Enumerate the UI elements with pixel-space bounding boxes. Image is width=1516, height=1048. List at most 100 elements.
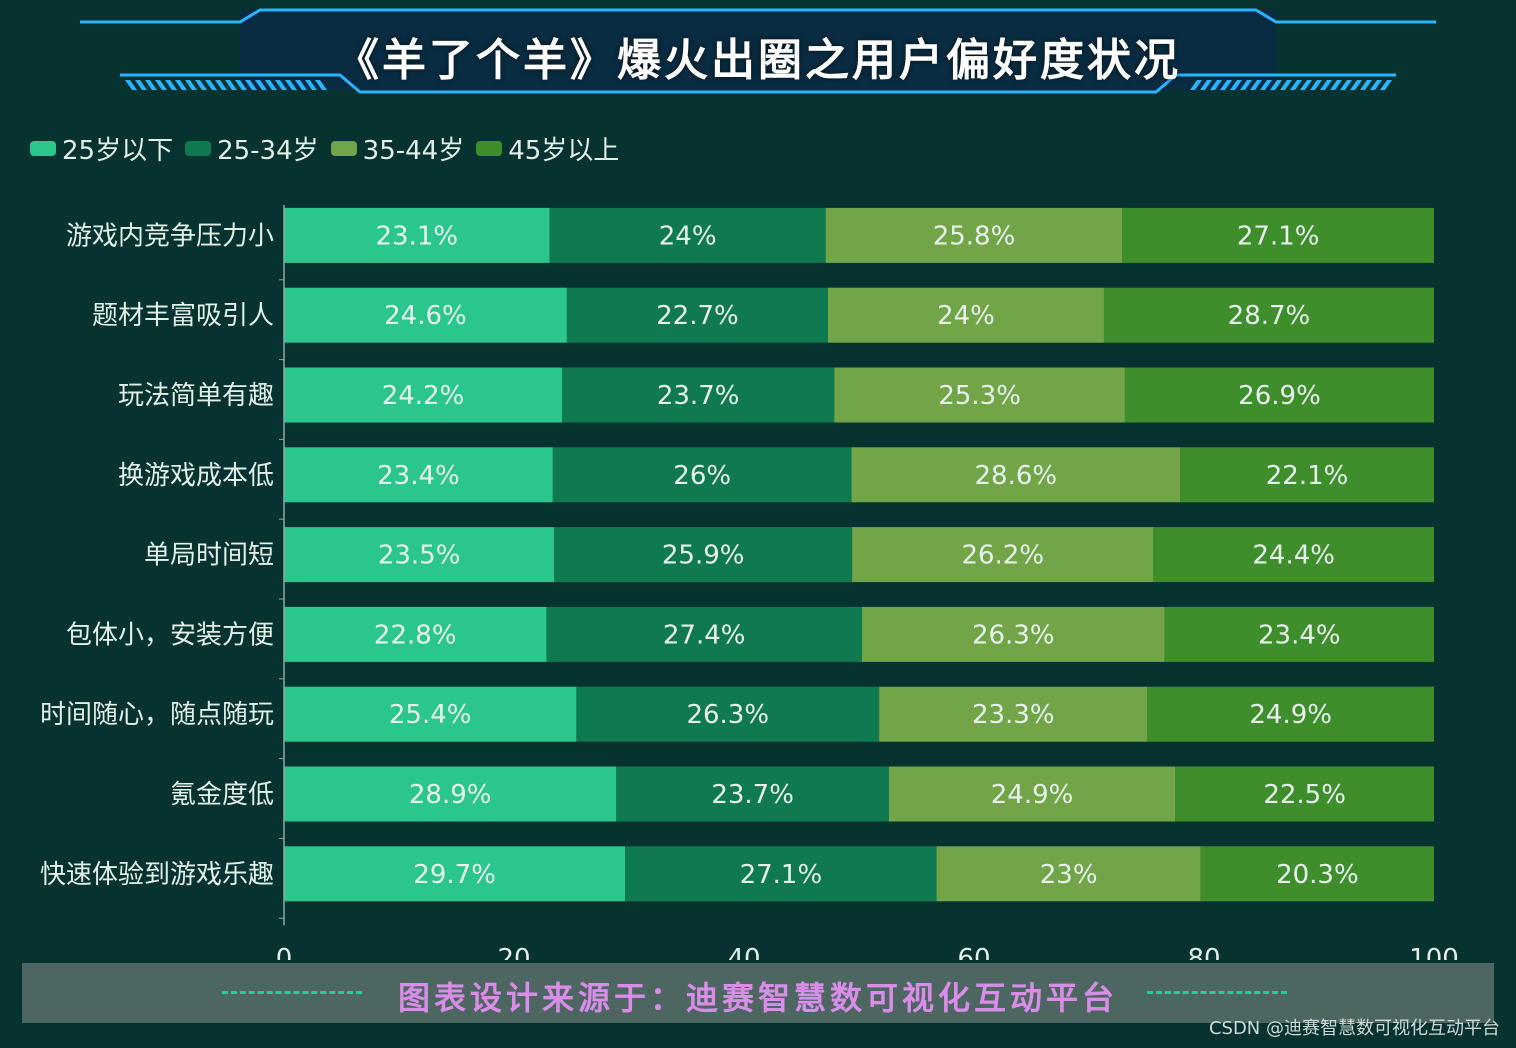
bar-segment[interactable] xyxy=(825,207,1123,263)
bar-segment[interactable] xyxy=(566,287,828,343)
bar-segment[interactable] xyxy=(554,527,853,583)
x-tick-label: 80 xyxy=(1187,944,1220,960)
bar-value-label: 24.9% xyxy=(991,780,1074,810)
bar-segment[interactable] xyxy=(1122,207,1434,263)
bar-value-label: 29.7% xyxy=(413,860,496,890)
header-stripe xyxy=(145,80,157,90)
header-stripe xyxy=(1190,80,1202,90)
header-decoration xyxy=(80,8,1436,94)
bar-value-label: 26.9% xyxy=(1238,381,1321,411)
bar-segment[interactable] xyxy=(284,287,567,343)
bar-segment[interactable] xyxy=(284,686,577,742)
bar-segment[interactable] xyxy=(284,527,555,583)
header-stripe xyxy=(1320,80,1332,90)
bar-value-label: 23% xyxy=(1040,860,1098,890)
category-label: 时间随心，随点随玩 xyxy=(40,700,274,730)
bar-segment[interactable] xyxy=(827,287,1104,343)
bar-segment[interactable] xyxy=(546,606,862,662)
legend-item[interactable]: 25岁以下 xyxy=(30,130,173,167)
header-stripe xyxy=(295,80,307,90)
bar-value-label: 23.7% xyxy=(711,780,794,810)
header-stripe xyxy=(1250,80,1262,90)
stacked-bar-chart: 23.1% 24% 25.8% 27.1% 游戏内竞争压力小 24.6% 22.7% 24% 2… xyxy=(40,205,1459,960)
header-stripe xyxy=(205,80,217,90)
header-stripe xyxy=(1350,80,1362,90)
bar-segment[interactable] xyxy=(576,686,880,742)
bar-value-label: 23.4% xyxy=(1258,620,1341,650)
header-stripe xyxy=(125,80,137,90)
bar-segment[interactable] xyxy=(1164,606,1434,662)
bar-segment[interactable] xyxy=(284,606,547,662)
bar-segment[interactable] xyxy=(284,447,553,503)
bar-value-label: 28.6% xyxy=(975,461,1058,491)
header-stripe xyxy=(1370,80,1382,90)
legend-label: 45岁以上 xyxy=(508,135,620,166)
bar-segment[interactable] xyxy=(625,846,937,902)
header-stripe xyxy=(1330,80,1342,90)
legend-swatch xyxy=(185,140,212,156)
bar-segment[interactable] xyxy=(1124,367,1434,423)
header-stripe xyxy=(1260,80,1272,90)
x-tick-label: 60 xyxy=(957,944,990,960)
bar-segment[interactable] xyxy=(284,846,626,902)
bar-segment[interactable] xyxy=(888,766,1176,822)
header-stripe xyxy=(165,80,177,90)
header-stripe xyxy=(195,80,207,90)
header-stripe xyxy=(275,80,287,90)
bar-segment[interactable] xyxy=(1153,527,1434,583)
header-stripe xyxy=(185,80,197,90)
bar-segment[interactable] xyxy=(562,367,835,423)
bar-segment[interactable] xyxy=(1147,686,1434,742)
bar-value-label: 24.4% xyxy=(1252,541,1335,571)
bar-value-label: 24% xyxy=(937,301,995,331)
bar-segment[interactable] xyxy=(284,367,563,423)
legend-swatch xyxy=(330,140,357,156)
footer-dash-left xyxy=(222,991,362,994)
chart-legend: 25岁以下 25-34岁 35-44岁 45岁以上 xyxy=(30,128,619,168)
bar-segment[interactable] xyxy=(851,447,1181,503)
bar-segment[interactable] xyxy=(549,207,826,263)
bar-value-label: 27.1% xyxy=(1237,221,1320,251)
bar-segment[interactable] xyxy=(1180,447,1434,503)
bar-segment[interactable] xyxy=(1103,287,1434,343)
header-stripe xyxy=(305,80,317,90)
legend-item[interactable]: 45岁以上 xyxy=(476,130,619,167)
bar-value-label: 25.8% xyxy=(933,221,1016,251)
bar-segment[interactable] xyxy=(861,606,1165,662)
header-stripe xyxy=(1270,80,1282,90)
legend-label: 25-34岁 xyxy=(217,135,319,166)
bar-segment[interactable] xyxy=(284,766,617,822)
legend-label: 35-44岁 xyxy=(362,135,465,166)
category-label: 氪金度低 xyxy=(170,780,274,810)
bar-value-label: 23.1% xyxy=(376,221,459,251)
bar-segment[interactable] xyxy=(936,846,1201,902)
header-stripe xyxy=(215,80,227,90)
bar-value-label: 20.3% xyxy=(1276,860,1359,890)
footer-banner: 图表设计来源于：迪赛智慧数可视化互动平台 xyxy=(22,963,1494,1023)
legend-item[interactable]: 25-34岁 xyxy=(185,130,319,167)
legend-swatch xyxy=(30,140,56,156)
bar-segment[interactable] xyxy=(879,686,1148,742)
bar-value-label: 24% xyxy=(659,221,717,251)
bar-segment[interactable] xyxy=(616,766,889,822)
header-banner: 《羊了个羊》爆火出圈之用户偏好度状况 xyxy=(0,0,1516,100)
bar-segment[interactable] xyxy=(284,207,550,263)
header-stripe xyxy=(255,80,267,90)
legend-swatch xyxy=(476,140,503,156)
bar-segment[interactable] xyxy=(1200,846,1434,902)
header-stripe xyxy=(1220,80,1232,90)
header-stripe xyxy=(245,80,257,90)
bar-segment[interactable] xyxy=(552,447,852,503)
bar-segment[interactable] xyxy=(1175,766,1434,822)
header-stripe xyxy=(225,80,237,90)
bar-value-label: 26.2% xyxy=(961,541,1044,571)
category-label: 单局时间短 xyxy=(144,541,274,571)
x-tick-label: 20 xyxy=(497,944,530,960)
header-stripe xyxy=(1290,80,1302,90)
bar-segment[interactable] xyxy=(834,367,1125,423)
header-stripe xyxy=(1280,80,1292,90)
bar-value-label: 24.2% xyxy=(382,381,465,411)
watermark: CSDN @迪赛智慧数可视化互动平台 xyxy=(1208,1018,1500,1039)
legend-item[interactable]: 35-44岁 xyxy=(330,130,465,167)
bar-segment[interactable] xyxy=(852,527,1154,583)
